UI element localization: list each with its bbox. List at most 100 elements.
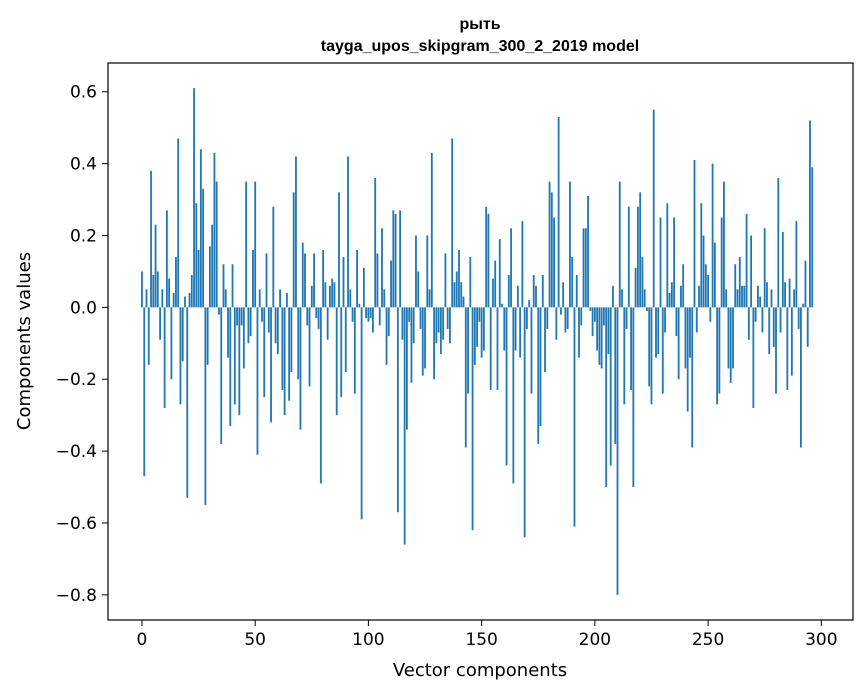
bar-93: [351, 307, 354, 322]
bar-245: [695, 307, 698, 333]
bar-231: [664, 307, 666, 333]
bar-92: [349, 289, 352, 308]
bar-51: [256, 307, 259, 455]
bar-43: [238, 307, 241, 416]
bar-99: [365, 307, 368, 319]
bar-130: [435, 307, 438, 344]
bar-285: [786, 307, 789, 391]
y-tick-label: 0.6: [70, 83, 97, 103]
chart-title-line2: tayga_upos_skipgram_300_2_2019 model: [321, 38, 639, 55]
bar-218: [634, 267, 637, 308]
bar-282: [779, 307, 782, 333]
bar-18: [181, 307, 184, 362]
bar-81: [324, 282, 327, 308]
bar-229: [659, 217, 662, 308]
bar-91: [347, 156, 349, 308]
bar-273: [759, 296, 762, 308]
bar-133: [442, 307, 445, 340]
bar-232: [666, 203, 669, 308]
bar-172: [530, 307, 533, 394]
bar-179: [546, 307, 549, 329]
bar-164: [512, 307, 515, 484]
bar-55: [265, 253, 268, 308]
bar-5: [152, 275, 155, 308]
bar-30: [208, 246, 211, 308]
bar-72: [304, 253, 306, 308]
bar-180: [548, 181, 551, 308]
bar-281: [777, 177, 780, 308]
bar-139: [455, 271, 458, 308]
bar-107: [383, 289, 386, 308]
bar-242: [689, 307, 691, 358]
bar-16: [177, 138, 180, 308]
bar-58: [272, 206, 275, 308]
bar-293: [804, 260, 807, 308]
bar-6: [154, 224, 157, 308]
bar-71: [301, 242, 304, 308]
bar-222: [643, 289, 646, 308]
bar-2: [145, 289, 148, 308]
bar-269: [750, 235, 752, 308]
bar-190: [571, 257, 574, 308]
bar-288: [793, 289, 796, 308]
bar-249: [704, 264, 707, 308]
bar-38: [227, 307, 229, 358]
bar-105: [378, 307, 381, 326]
bar-205: [605, 307, 608, 488]
bar-264: [738, 257, 741, 308]
bar-170: [526, 307, 528, 329]
bar-49: [252, 249, 254, 308]
y-axis-ticks: −0.8 −0.6 −0.4 −0.2 0.0 0.2 0.4 0.6: [56, 83, 108, 606]
bar-162: [507, 275, 510, 308]
bar-174: [535, 285, 537, 308]
bar-267: [745, 213, 748, 308]
bar-142: [462, 296, 465, 308]
bar-3: [147, 307, 150, 365]
bar-114: [399, 210, 402, 308]
chart-title-line1: рыть: [459, 16, 500, 33]
bar-207: [609, 307, 612, 466]
bar-206: [607, 307, 610, 355]
bar-33: [215, 181, 218, 308]
bar-0: [141, 271, 143, 308]
bar-166: [516, 285, 519, 308]
bar-85: [333, 282, 336, 308]
x-tick-label: 300: [805, 630, 837, 650]
bar-243: [691, 307, 694, 448]
bar-110: [390, 260, 392, 308]
y-tick-label: −0.6: [56, 514, 97, 534]
bar-108: [385, 307, 388, 365]
bar-188: [566, 307, 569, 329]
bar-32: [213, 152, 216, 308]
bar-73: [306, 307, 309, 326]
bar-209: [614, 307, 617, 444]
bar-261: [732, 307, 734, 369]
bar-149: [478, 307, 481, 322]
bar-294: [806, 307, 809, 347]
bar-21: [188, 292, 191, 308]
bar-79: [319, 307, 322, 484]
bar-187: [564, 307, 567, 333]
bar-217: [632, 307, 635, 488]
bar-236: [675, 307, 678, 337]
bar-4: [150, 170, 152, 308]
bar-65: [288, 307, 291, 401]
bar-89: [342, 257, 345, 308]
bar-224: [648, 307, 651, 387]
bar-265: [741, 285, 743, 308]
bar-77: [315, 307, 318, 319]
bar-210: [616, 307, 619, 595]
bar-244: [693, 160, 696, 308]
bar-296: [811, 167, 814, 308]
bar-7: [156, 271, 159, 308]
bar-263: [736, 289, 739, 308]
bar-143: [464, 307, 467, 448]
bar-111: [392, 210, 395, 308]
bar-241: [686, 307, 689, 412]
bar-251: [709, 307, 712, 322]
bar-116: [403, 307, 406, 545]
bar-159: [501, 303, 503, 308]
bar-175: [537, 307, 540, 444]
bar-233: [668, 292, 671, 308]
bar-145: [469, 257, 472, 308]
